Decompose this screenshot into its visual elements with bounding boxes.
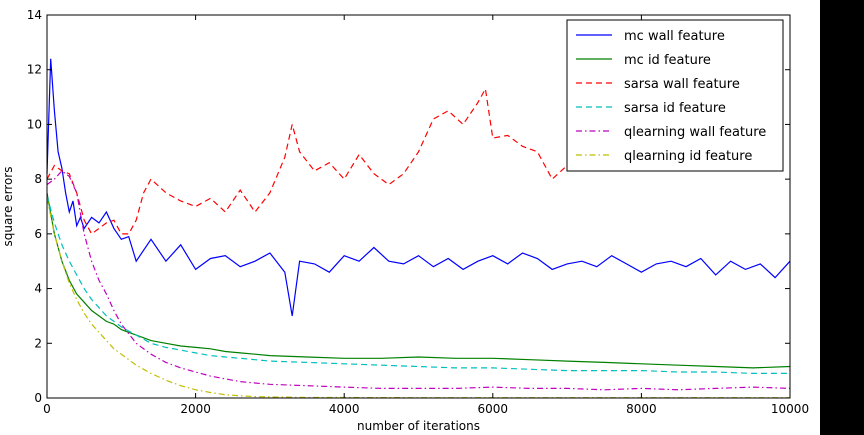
x-tick-label: 4000 [329, 402, 360, 416]
ticks-layer: 0 2000 4000 6000 8000 10000 0 2 4 6 8 10 12 14 [27, 8, 809, 416]
legend-label: sarsa id feature [624, 101, 726, 116]
x-tick-label: 0 [43, 402, 51, 416]
legend-label: sarsa wall feature [624, 77, 740, 92]
series-line-sarsa-wall-feature [46, 87, 568, 235]
series-line-qlearning-wall-feature [46, 170, 791, 391]
y-tick-label: 0 [34, 391, 42, 405]
legend-label: qlearning wall feature [624, 125, 766, 140]
x-axis-label: number of iterations [357, 419, 480, 433]
legend-box [566, 19, 784, 172]
legend-label: mc id feature [624, 53, 711, 68]
series-line-sarsa-id-feature [46, 195, 790, 374]
series-line-qlearning-id-feature [46, 198, 790, 399]
y-tick-label: 12 [27, 63, 42, 77]
x-tick-label: 2000 [180, 402, 211, 416]
series-layer [46, 58, 791, 399]
y-tick-label: 6 [34, 227, 42, 241]
x-tick-label: 6000 [478, 402, 509, 416]
y-tick-label: 8 [34, 172, 42, 186]
legend-label: mc wall feature [624, 29, 725, 44]
y-axis-label: square errors [1, 167, 15, 247]
y-tick-label: 10 [27, 117, 42, 131]
series-line-mc-wall-feature [46, 58, 791, 317]
y-tick-label: 2 [34, 336, 42, 350]
y-tick-label: 4 [34, 282, 42, 296]
y-tick-label: 14 [27, 8, 42, 22]
x-tick-label: 10000 [771, 402, 809, 416]
legend: mc wall feature mc id feature sarsa wall f… [566, 19, 784, 172]
legend-entries: mc wall feature mc id feature sarsa wall f… [576, 29, 766, 164]
plot-frame [46, 14, 791, 399]
x-tick-label: 8000 [626, 402, 657, 416]
series-line-mc-id-feature [46, 192, 791, 369]
legend-label: qlearning id feature [624, 149, 752, 164]
